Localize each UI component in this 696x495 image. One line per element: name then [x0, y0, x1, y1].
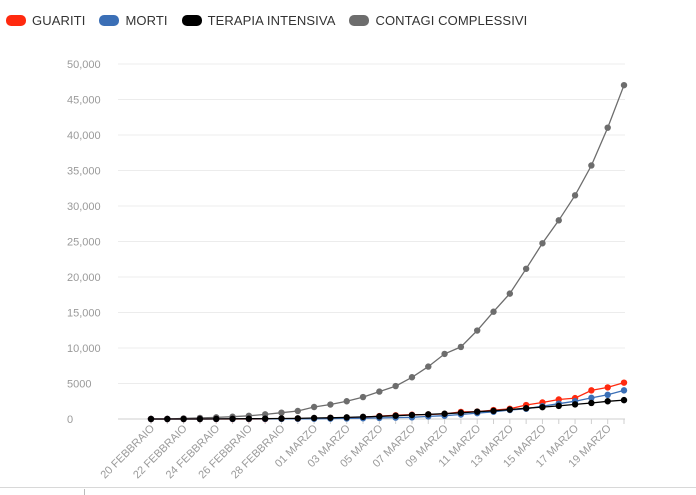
data-point: [539, 240, 546, 247]
legend-label: CONTAGI COMPLESSIVI: [375, 12, 528, 28]
data-point: [359, 393, 367, 401]
data-point: [604, 124, 611, 131]
data-point: [522, 405, 530, 412]
series-line: [151, 399, 625, 420]
legend-swatch: [349, 14, 370, 26]
chart-series: [147, 81, 628, 423]
data-point: [245, 415, 253, 422]
data-point: [522, 265, 530, 272]
data-point: [620, 379, 628, 386]
series-contagi-complessivi: [147, 81, 628, 423]
data-point: [294, 415, 301, 422]
data-point: [588, 387, 595, 394]
y-tick-label: 5000: [67, 379, 91, 391]
legend-item[interactable]: TERAPIA INTENSIVA: [181, 12, 336, 28]
data-point: [376, 413, 383, 420]
series-line: [151, 381, 625, 420]
data-point: [588, 394, 595, 402]
data-point: [408, 411, 416, 419]
y-tick-label: 30,000: [67, 201, 101, 213]
data-point: [343, 414, 350, 421]
data-point: [441, 410, 448, 417]
data-point: [555, 217, 562, 224]
y-axis-tick-labels: 0 5000 10,000 15,000 20,000 25,000 30,000 35,00…: [67, 59, 101, 426]
y-tick-label: 25,000: [67, 237, 101, 249]
data-point: [604, 391, 611, 399]
data-point: [588, 162, 595, 169]
data-point: [604, 398, 611, 405]
data-point: [310, 414, 318, 422]
data-point: [392, 412, 399, 419]
bottom-divider: [0, 487, 696, 488]
data-point: [571, 401, 579, 408]
data-point: [261, 415, 269, 422]
data-point: [620, 396, 628, 404]
data-point: [604, 384, 611, 391]
data-point: [441, 350, 448, 358]
data-point: [408, 374, 416, 381]
legend-label: TERAPIA INTENSIVA: [207, 12, 336, 28]
data-point: [147, 415, 155, 423]
data-point: [457, 343, 465, 351]
y-tick-label: 35,000: [67, 166, 101, 178]
data-point: [343, 398, 350, 405]
bottom-divider-mark: [84, 489, 85, 495]
data-point: [539, 403, 546, 411]
data-point: [588, 399, 595, 407]
data-point: [474, 408, 481, 415]
data-point: [555, 402, 562, 410]
series-terapia-intensiva: [147, 396, 628, 423]
series-line: [151, 389, 625, 420]
data-point: [327, 414, 334, 421]
y-tick-label: 0: [67, 414, 73, 426]
data-point: [490, 407, 497, 415]
data-point: [620, 387, 628, 394]
legend-label: MORTI: [125, 12, 168, 28]
data-point: [506, 290, 514, 297]
data-point: [327, 401, 334, 408]
data-point: [294, 407, 301, 415]
legend-item[interactable]: MORTI: [99, 13, 167, 28]
legend-swatch: [6, 14, 26, 26]
data-point: [571, 192, 579, 199]
y-tick-label: 40,000: [67, 130, 101, 142]
y-tick-label: 20,000: [67, 272, 101, 284]
data-point: [180, 415, 187, 423]
y-tick-label: 45,000: [67, 95, 101, 107]
legend-swatch: [181, 14, 202, 26]
legend-swatch: [99, 14, 120, 26]
data-point: [229, 415, 236, 422]
legend-item[interactable]: GUARITI: [6, 13, 85, 28]
data-point: [425, 363, 432, 370]
data-point: [164, 415, 171, 423]
data-point: [196, 415, 204, 423]
data-point: [392, 382, 399, 390]
legend-item[interactable]: CONTAGI COMPLESSIVI: [349, 13, 527, 28]
data-point: [359, 413, 367, 421]
y-tick-label: 15,000: [67, 308, 101, 320]
data-point: [457, 409, 465, 416]
legend: GUARITI MORTI TERAPIA INTENSIVA CONTAGI COM…: [6, 10, 527, 30]
chart-grid: [118, 63, 625, 384]
data-point: [278, 409, 285, 416]
x-tick-label: 20 FEBBRAIO: [98, 422, 157, 481]
data-point: [213, 415, 220, 423]
data-point: [490, 308, 497, 315]
data-point: [425, 411, 432, 418]
data-point: [310, 403, 318, 411]
y-tick-label: 50,000: [67, 59, 101, 71]
legend-label: GUARITI: [32, 12, 86, 28]
data-point: [620, 81, 628, 89]
data-point: [474, 327, 481, 334]
y-tick-label: 10,000: [67, 343, 101, 355]
data-point: [376, 388, 383, 395]
data-point: [506, 406, 514, 413]
data-point: [278, 415, 285, 422]
